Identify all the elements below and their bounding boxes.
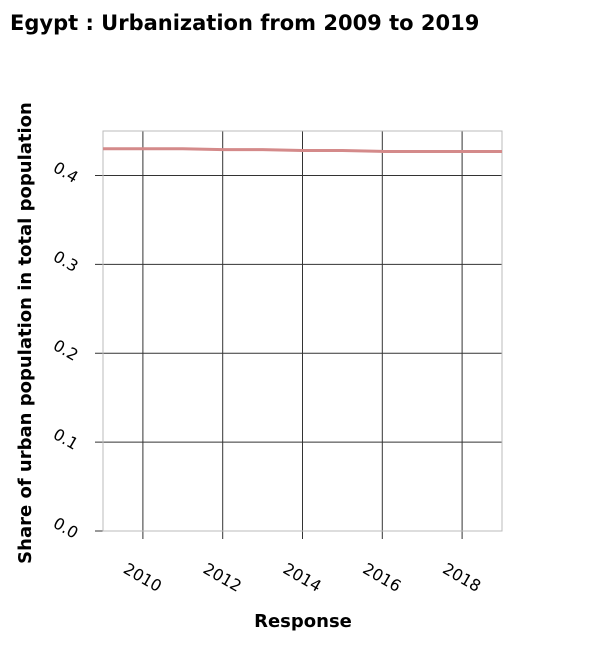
x-tick-label: 2010 (120, 559, 165, 596)
y-tick-label: 0.3 (50, 247, 82, 276)
y-axis-label: Share of urban population in total popul… (15, 102, 36, 564)
x-tick-label: 2018 (439, 559, 484, 596)
x-tick-label: 2012 (200, 559, 245, 596)
x-tick-label: 2016 (360, 559, 405, 596)
x-axis: 2010 2012 2014 2016 2018 (120, 559, 484, 596)
x-tick-label: 2014 (280, 559, 325, 596)
x-axis-label: Response (254, 611, 352, 632)
plot-frame (102, 130, 503, 532)
y-tick-label: 0.1 (50, 424, 82, 453)
plot-area (95, 130, 503, 539)
y-axis: 0.0 0.1 0.2 0.3 0.4 (50, 158, 82, 543)
y-tick-label: 0.4 (50, 158, 82, 187)
y-tick-label: 0.2 (50, 336, 82, 365)
grid (95, 130, 503, 539)
series-line (103, 147, 502, 153)
chart-title: Egypt : Urbanization from 2009 to 2019 (10, 11, 479, 35)
y-tick-label: 0.0 (50, 513, 82, 542)
series (103, 147, 502, 153)
